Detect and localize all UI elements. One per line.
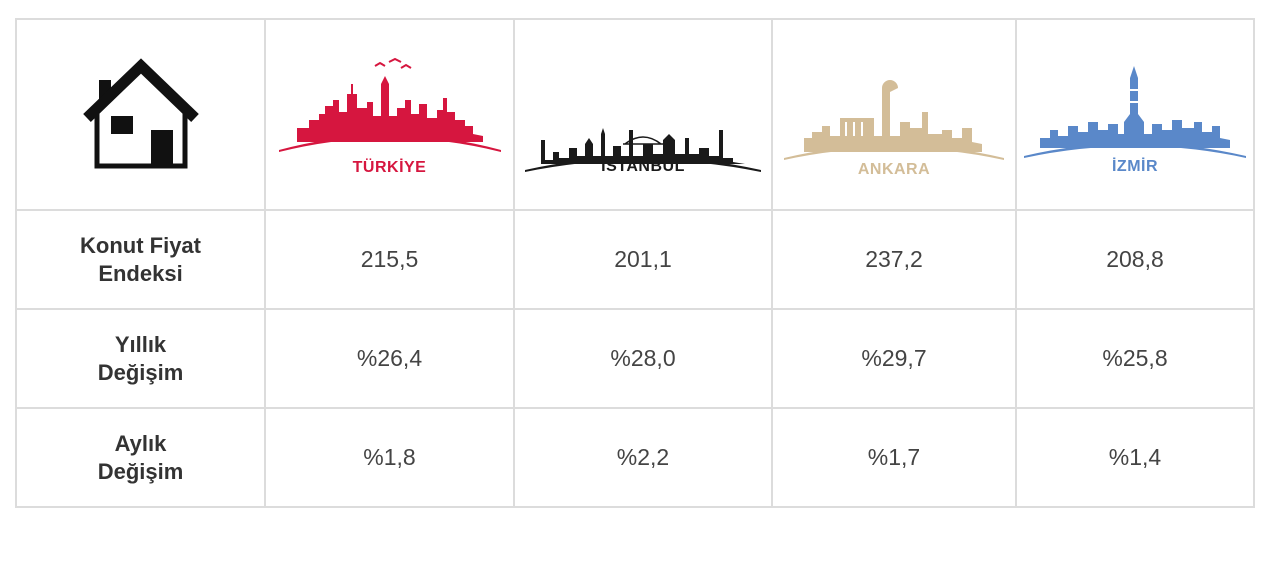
value-cell-turkiye: %26,4: [264, 308, 515, 409]
value-cell-ankara: %29,7: [771, 308, 1017, 409]
header-row: TÜRKİYE İSTANBUL ANKARA: [15, 18, 1255, 211]
row-label-line: Aylık: [114, 430, 167, 456]
table-row: Konut Fiyat Endeksi 215,5 201,1 237,2 20…: [15, 209, 1255, 310]
row-label-line: Değişim: [97, 359, 184, 385]
house-icon: [82, 58, 199, 169]
header-icon-cell: [15, 18, 266, 211]
row-label: Konut Fiyat Endeksi: [15, 209, 266, 310]
city-label-turkiye: TÜRKİYE: [352, 159, 427, 176]
row-label: Aylık Değişim: [15, 407, 266, 508]
housing-price-index-table: TÜRKİYE İSTANBUL ANKARA: [15, 18, 1255, 508]
ankara-skyline-icon: [784, 80, 1004, 160]
city-label-ankara: ANKARA: [857, 161, 931, 178]
header-cell-istanbul: İSTANBUL: [513, 18, 773, 211]
row-label: Yıllık Değişim: [15, 308, 266, 409]
row-label-line: Endeksi: [98, 260, 183, 286]
value-cell-ankara: %1,7: [771, 407, 1017, 508]
value-cell-izmir: %25,8: [1015, 308, 1255, 409]
value-cell-istanbul: 201,1: [513, 209, 773, 310]
turkiye-skyline-icon: [278, 57, 501, 152]
value-cell-istanbul: %2,2: [513, 407, 773, 508]
row-label-line: Konut Fiyat: [80, 232, 201, 258]
value-cell-izmir: %1,4: [1015, 407, 1255, 508]
city-label-izmir: İZMİR: [1111, 158, 1159, 175]
header-cell-turkiye: TÜRKİYE: [264, 18, 515, 211]
value-cell-turkiye: 215,5: [264, 209, 515, 310]
row-label-line: Değişim: [97, 458, 184, 484]
value-cell-istanbul: %28,0: [513, 308, 773, 409]
header-cell-ankara: ANKARA: [771, 18, 1017, 211]
izmir-skyline-icon: [1024, 66, 1246, 158]
header-cell-izmir: İZMİR: [1015, 18, 1255, 211]
row-label-line: Yıllık: [114, 331, 167, 357]
table-row: Aylık Değişim %1,8 %2,2 %1,7 %1,4: [15, 407, 1255, 508]
value-cell-izmir: 208,8: [1015, 209, 1255, 310]
city-label-istanbul: İSTANBUL: [601, 158, 685, 175]
istanbul-skyline-icon: [525, 128, 761, 172]
table-row: Yıllık Değişim %26,4 %28,0 %29,7 %25,8: [15, 308, 1255, 409]
value-cell-ankara: 237,2: [771, 209, 1017, 310]
value-cell-turkiye: %1,8: [264, 407, 515, 508]
